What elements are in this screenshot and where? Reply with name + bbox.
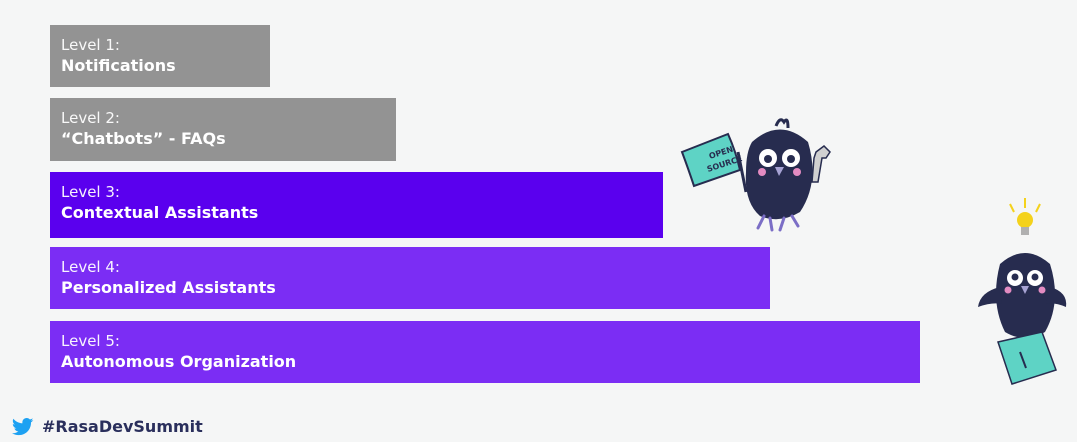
- level-5-label: Level 5:: [61, 331, 909, 351]
- level-5-bar: Level 5: Autonomous Organization: [50, 321, 920, 383]
- level-4-bar: Level 4: Personalized Assistants: [50, 247, 770, 309]
- level-3-bar: Level 3: Contextual Assistants: [50, 172, 663, 238]
- level-1-label: Level 1:: [61, 35, 259, 55]
- open-source-mascot-icon: OPEN SOURCE: [680, 112, 840, 237]
- level-3-label: Level 3:: [61, 182, 652, 202]
- level-5-name: Autonomous Organization: [61, 351, 909, 373]
- light-bulb-icon: [1017, 212, 1033, 228]
- hashtag-text: #RasaDevSummit: [42, 417, 203, 436]
- wrench-icon: [812, 146, 830, 182]
- level-2-label: Level 2:: [61, 108, 385, 128]
- level-4-label: Level 4:: [61, 257, 759, 277]
- idea-mascot-icon: [970, 192, 1070, 392]
- book-icon: [998, 332, 1056, 384]
- level-2-bar: Level 2: “Chatbots” - FAQs: [50, 98, 396, 161]
- footer: #RasaDevSummit: [12, 417, 203, 436]
- level-1-bar: Level 1: Notifications: [50, 25, 270, 87]
- level-2-name: “Chatbots” - FAQs: [61, 128, 385, 150]
- twitter-bird-icon: [12, 418, 34, 436]
- mascot-body: [996, 253, 1055, 338]
- level-1-name: Notifications: [61, 55, 259, 77]
- level-4-name: Personalized Assistants: [61, 277, 759, 299]
- level-3-name: Contextual Assistants: [61, 202, 652, 224]
